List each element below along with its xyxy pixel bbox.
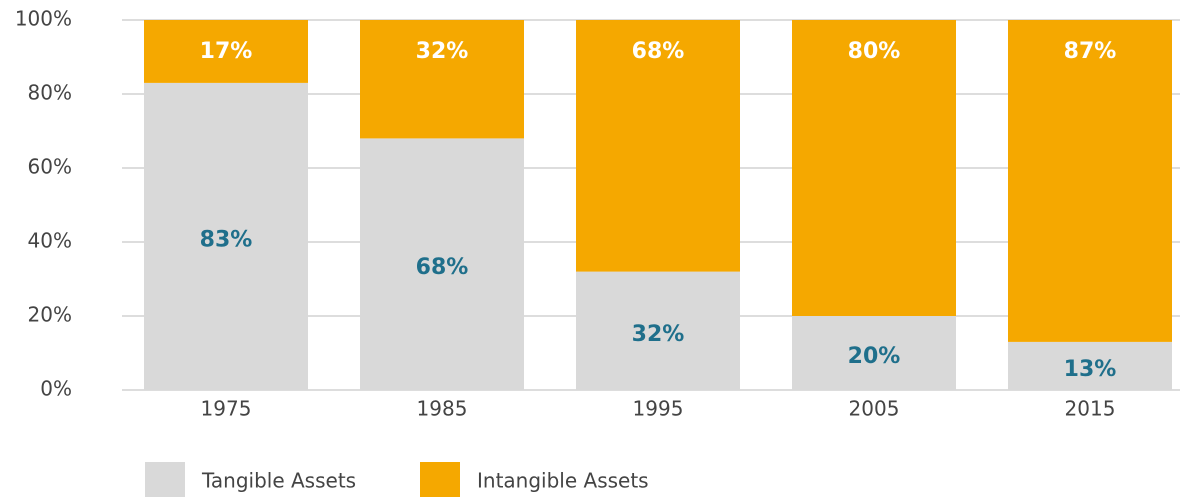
- value-label: 83%: [200, 227, 253, 252]
- value-label: 32%: [632, 322, 685, 347]
- value-label: 13%: [1064, 357, 1117, 382]
- x-tick-label: 1985: [417, 397, 468, 421]
- bar-segment: [792, 20, 956, 316]
- value-label: 32%: [416, 39, 469, 64]
- x-tick-label: 2015: [1065, 397, 1116, 421]
- y-tick-label: 60%: [28, 155, 72, 179]
- bar-segment: [576, 20, 740, 272]
- y-tick-label: 20%: [28, 303, 72, 327]
- bar-segment: [792, 316, 956, 390]
- x-tick-label: 2005: [849, 397, 900, 421]
- x-tick-label: 1975: [201, 397, 252, 421]
- value-label: 68%: [416, 255, 469, 280]
- legend-swatch: [145, 462, 185, 497]
- value-label: 80%: [848, 39, 901, 64]
- bar-segment: [360, 20, 524, 139]
- y-tick-label: 40%: [28, 229, 72, 253]
- value-label: 20%: [848, 344, 901, 369]
- value-label: 87%: [1064, 39, 1117, 64]
- bar-segment: [144, 20, 308, 83]
- legend-label: Tangible Assets: [201, 469, 356, 493]
- legend-swatch: [420, 462, 460, 497]
- bar-segment: [576, 271, 740, 390]
- bar-segment: [360, 138, 524, 390]
- bar-segment: [1008, 341, 1172, 390]
- bar-segment: [144, 82, 308, 391]
- y-tick-label: 0%: [40, 377, 72, 401]
- y-tick-label: 80%: [28, 81, 72, 105]
- bar-segment: [1008, 20, 1172, 342]
- value-label: 17%: [200, 39, 253, 64]
- x-tick-label: 1995: [633, 397, 684, 421]
- legend-label: Intangible Assets: [477, 469, 649, 493]
- y-tick-label: 100%: [15, 7, 72, 31]
- value-label: 68%: [632, 39, 685, 64]
